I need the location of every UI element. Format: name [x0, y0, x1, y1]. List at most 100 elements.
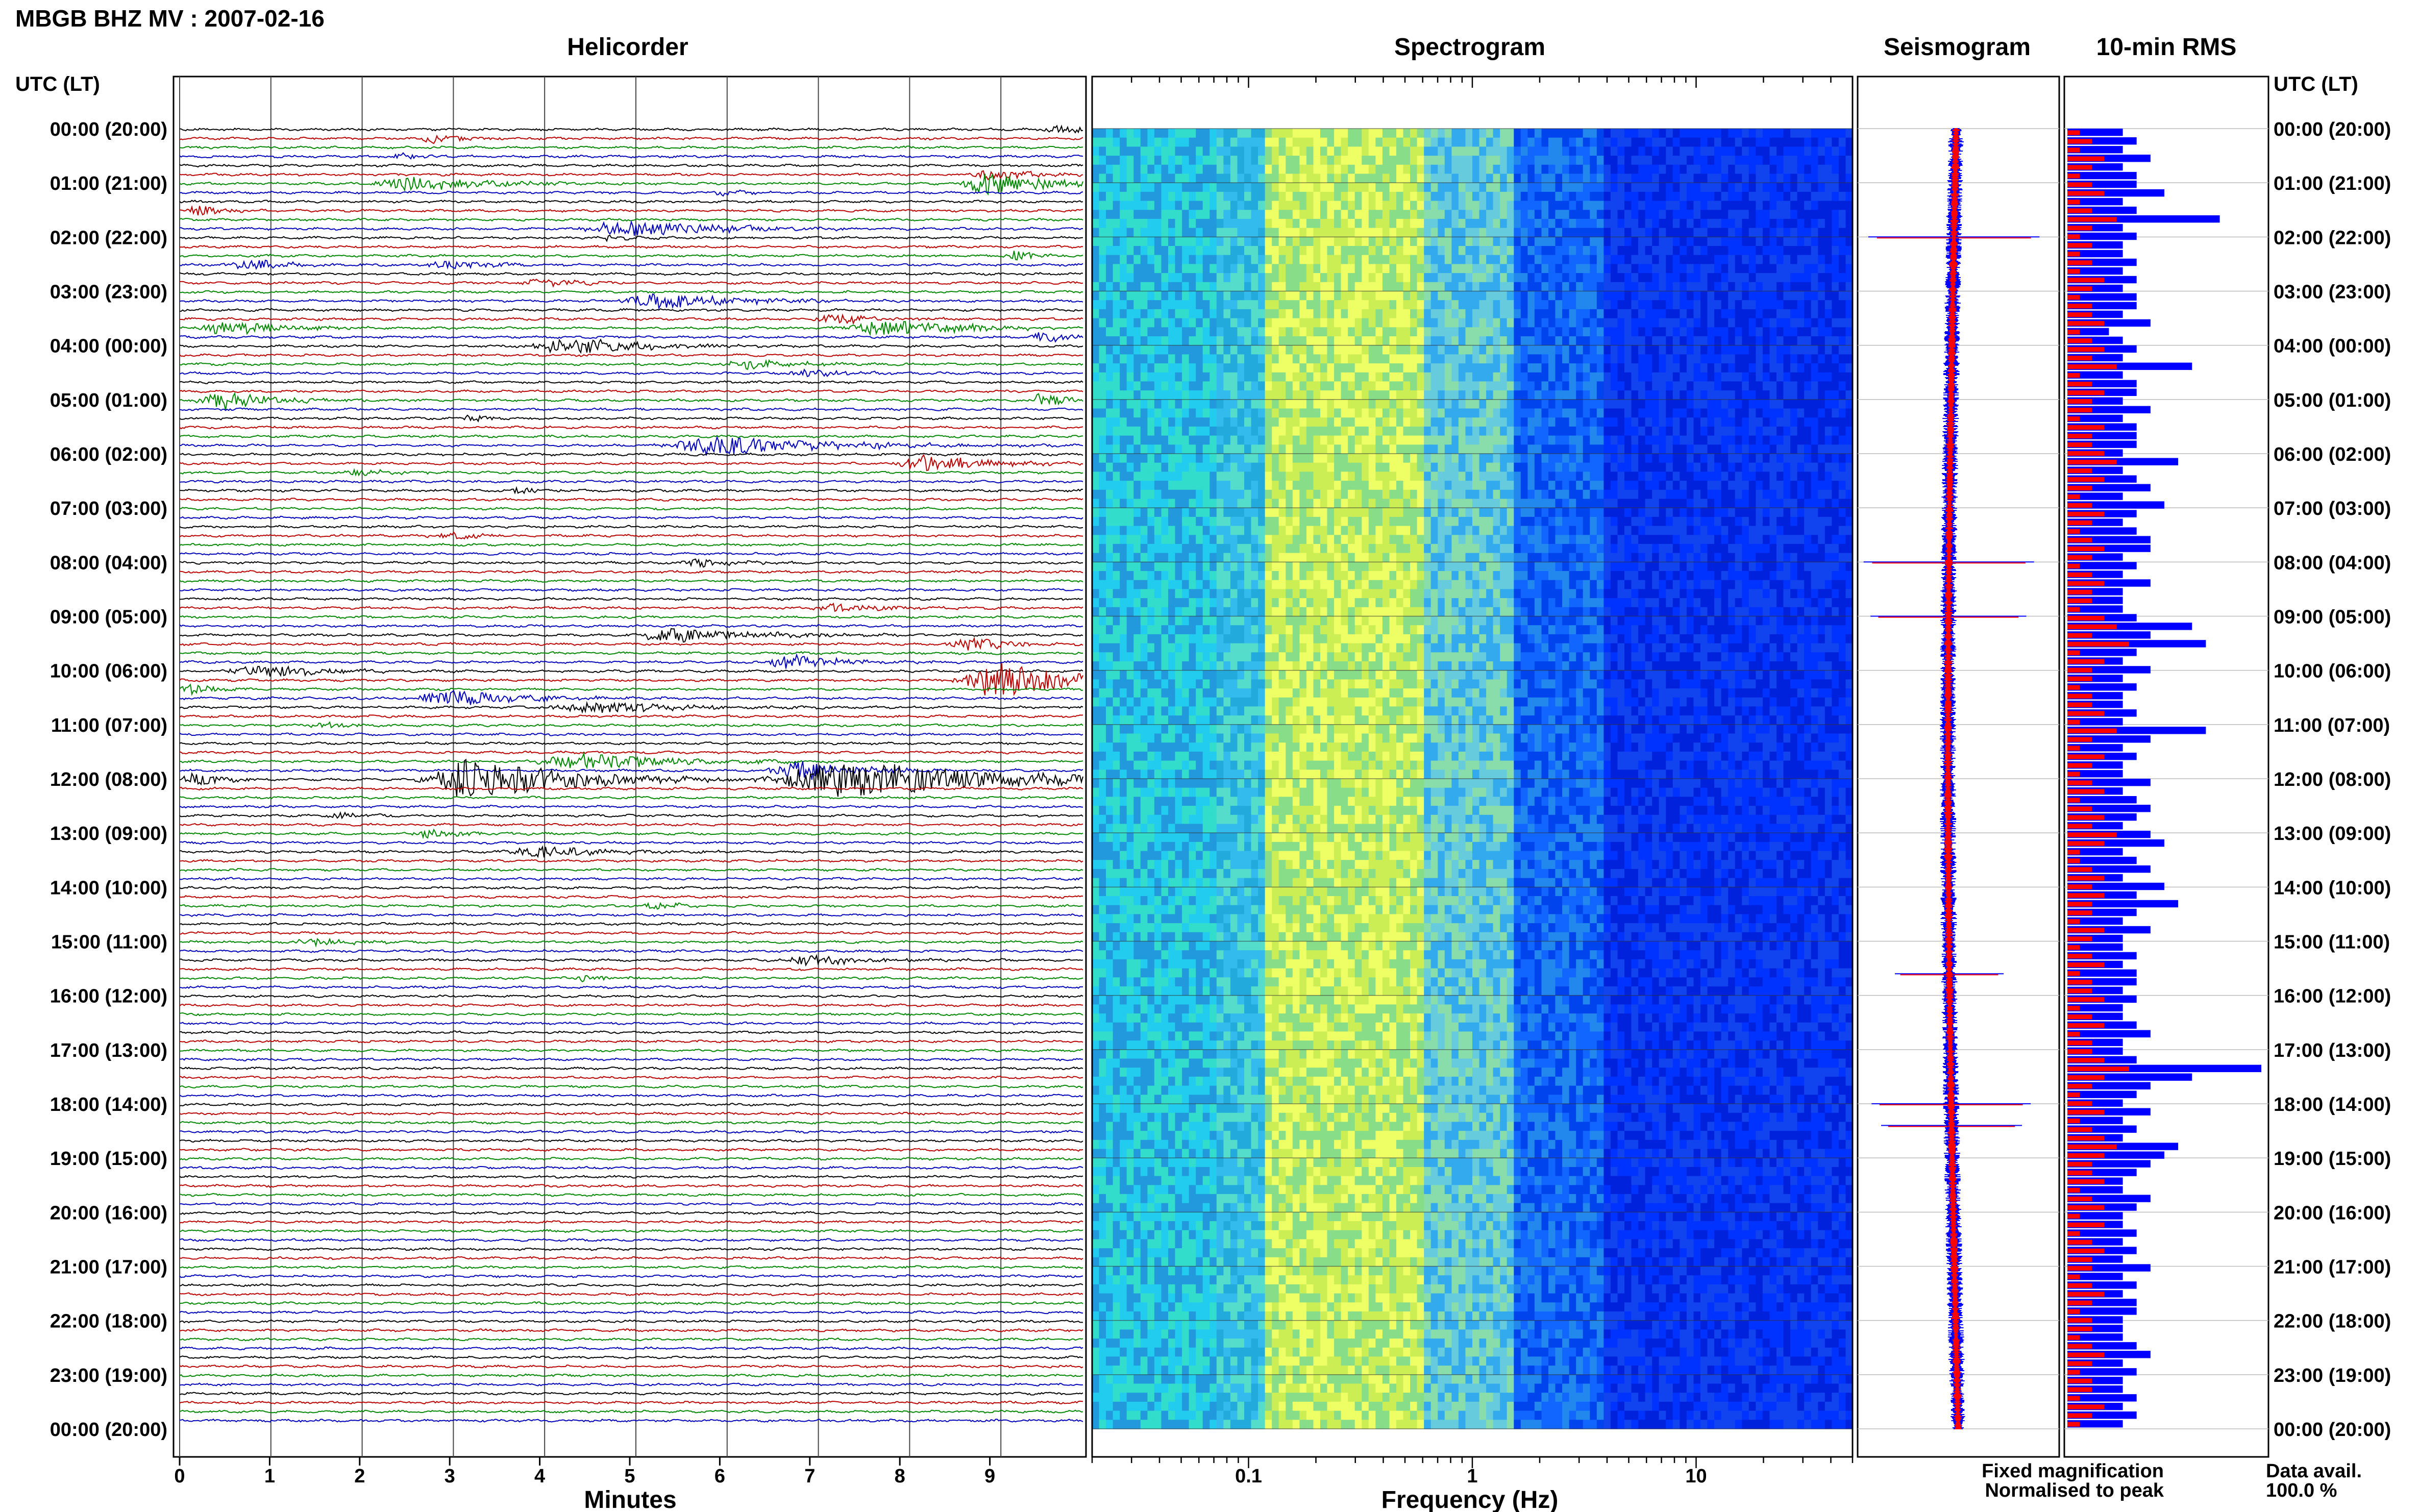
spectrogram-cell [1783, 327, 1791, 337]
spectrogram-cell [1590, 264, 1597, 274]
spectrogram-cell [1804, 426, 1812, 436]
spectrogram-cell [1465, 381, 1473, 391]
spectrogram-cell [1244, 273, 1252, 283]
spectrogram-cell [1182, 164, 1190, 175]
spectrogram-cell [1748, 390, 1756, 400]
spectrogram-cell [1838, 300, 1846, 310]
spectrogram-cell [1438, 435, 1445, 445]
spectrogram-cell [1583, 336, 1590, 346]
spectrogram-cell [1341, 408, 1348, 418]
spectrogram-cell [1223, 282, 1231, 292]
spectrogram-cell [1382, 444, 1390, 454]
spectrogram-cell [1341, 399, 1348, 409]
spectrogram-cell [1527, 191, 1535, 202]
spectrogram-cell [1099, 372, 1106, 382]
spectrogram-cell [1748, 282, 1756, 292]
spectrogram-cell [1714, 137, 1722, 147]
spectrogram-cell [1507, 218, 1514, 229]
spectrogram-cell [1237, 228, 1245, 237]
spectrogram-cell [1327, 164, 1335, 175]
helicorder-trace [179, 271, 1083, 276]
spectrogram-cell [1161, 255, 1169, 264]
spectrogram-cell [1334, 516, 1342, 527]
spectrogram-cell [1403, 399, 1411, 409]
spectrogram-cell [1237, 264, 1245, 274]
spectrogram-cell [1334, 183, 1342, 192]
spectrogram-cell [1126, 472, 1134, 481]
spectrogram-cell [1610, 137, 1618, 147]
spectrogram-cell [1299, 156, 1307, 165]
spectrogram-cell [1638, 291, 1646, 301]
spectrogram-cell [1438, 472, 1445, 481]
spectrogram-cell [1216, 309, 1224, 319]
spectrogram-cell [1472, 390, 1480, 400]
spectrogram-cell [1216, 345, 1224, 355]
spectrogram-cell [1147, 390, 1155, 400]
spectrogram-cell [1659, 399, 1666, 409]
spectrogram-cell [1824, 137, 1832, 147]
spectrogram-cell [1769, 318, 1777, 328]
spectrogram-cell [1368, 516, 1376, 527]
spectrogram-cell [1714, 237, 1722, 246]
spectrogram-cell [1569, 264, 1576, 274]
spectrogram-cell [1645, 336, 1652, 346]
helicorder-trace [179, 145, 1083, 150]
spectrogram-cell [1354, 345, 1362, 355]
spectrogram-cell [1680, 499, 1687, 508]
spectrogram-cell [1306, 210, 1314, 219]
spectrogram-cell [1652, 129, 1660, 138]
spectrogram-cell [1161, 354, 1169, 364]
spectrogram-cell [1161, 426, 1169, 436]
spectrogram-cell [1672, 264, 1680, 274]
spectrogram-cell [1838, 372, 1846, 382]
spectrogram-cell [1223, 327, 1231, 337]
spectrogram-cell [1106, 489, 1114, 500]
spectrogram-cell [1693, 300, 1701, 310]
spectrogram-cell [1182, 129, 1190, 138]
spectrogram-cell [1465, 156, 1473, 165]
spectrogram-cell [1175, 327, 1182, 337]
spectrogram-cell [1500, 472, 1508, 481]
spectrogram-cell [1707, 363, 1715, 373]
spectrogram-cell [1099, 210, 1106, 219]
spectrogram-cell [1237, 381, 1245, 391]
spectrogram-cell [1313, 435, 1321, 445]
spectrogram-cell [1147, 201, 1155, 210]
spectrogram-cell [1368, 129, 1376, 138]
spectrogram-cell [1541, 499, 1549, 508]
spectrogram-cell [1520, 183, 1528, 192]
spectrogram-cell [1286, 462, 1293, 472]
spectrogram-cell [1120, 300, 1127, 310]
spectrogram-cell [1299, 499, 1307, 508]
spectrogram-cell [1120, 191, 1127, 202]
spectrogram-cell [1278, 426, 1286, 436]
spectrogram-cell [1182, 156, 1190, 165]
spectrogram-cell [1189, 137, 1196, 147]
spectrogram-cell [1652, 246, 1660, 256]
spectrogram-cell [1251, 435, 1258, 445]
spectrogram-cell [1368, 454, 1376, 463]
spectrogram-cell [1286, 173, 1293, 183]
spectrogram-cell [1686, 255, 1694, 264]
spectrogram-cell [1742, 218, 1749, 229]
spectrogram-cell [1272, 291, 1279, 301]
spectrogram-cell [1756, 508, 1763, 517]
spectrogram-cell [1672, 408, 1680, 418]
spectrogram-cell [1327, 345, 1335, 355]
spectrogram-cell [1396, 173, 1404, 183]
spectrogram-cell [1832, 472, 1839, 481]
spectrogram-cell [1748, 472, 1756, 481]
spectrogram-cell [1327, 408, 1335, 418]
spectrogram-cell [1120, 318, 1127, 328]
spectrogram-cell [1120, 372, 1127, 382]
spectrogram-cell [1424, 489, 1431, 500]
spectrogram-cell [1507, 381, 1514, 391]
helicorder-trace [179, 1265, 1083, 1270]
spectrogram-cell [1548, 327, 1556, 337]
spectrogram-cell [1444, 435, 1452, 445]
spectrogram-cell [1610, 336, 1618, 346]
spectrogram-cell [1299, 246, 1307, 256]
spectrogram-cell [1797, 354, 1805, 364]
spectrogram-cell [1700, 499, 1708, 508]
spectrogram-cell [1624, 472, 1632, 481]
